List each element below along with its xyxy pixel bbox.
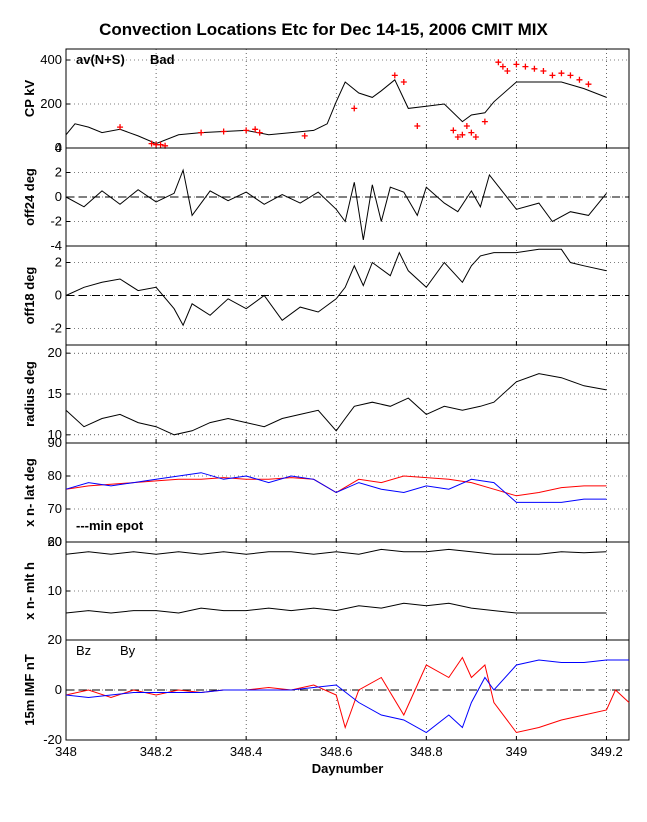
bad-point-marker	[576, 76, 583, 83]
x-tick-label: 348.6	[320, 744, 353, 759]
x-tick-label: 349	[506, 744, 528, 759]
y-tick-label: 20	[48, 534, 62, 549]
bad-point-marker	[252, 126, 259, 133]
bad-point-marker	[504, 68, 511, 74]
x-tick-label: 349.2	[590, 744, 623, 759]
bad-point-marker	[540, 68, 547, 74]
bad-point-marker	[256, 129, 263, 136]
legend-av-n-s: av(N+S)	[76, 52, 125, 67]
bad-point-marker	[531, 65, 538, 72]
y-axis-label: x n- mlt h	[22, 562, 37, 620]
bad-point-marker	[450, 127, 457, 134]
y-tick-label: 2	[55, 165, 62, 180]
y-tick-label: 10	[48, 427, 62, 442]
bad-point-marker	[522, 63, 529, 70]
y-tick-label: 20	[48, 345, 62, 360]
series-line	[65, 373, 607, 436]
bad-point-marker	[567, 72, 574, 79]
bad-point-marker	[472, 134, 479, 140]
series-line	[65, 79, 607, 145]
bad-point-marker	[301, 132, 308, 139]
y-axis-label: 15m IMF nT	[22, 654, 37, 726]
bad-point-marker	[495, 59, 502, 66]
x-tick-label: 348.4	[230, 744, 263, 759]
y-tick-label: 20	[48, 632, 62, 647]
bad-point-marker	[463, 123, 470, 129]
y-tick-label: -2	[50, 321, 62, 336]
series-line	[65, 659, 629, 734]
y-axis-label: off18 deg	[22, 267, 37, 325]
bad-point-marker	[481, 118, 488, 125]
series-line	[65, 656, 630, 734]
series-line	[65, 248, 607, 327]
bad-point-marker	[513, 61, 520, 68]
x-tick-label: 348	[55, 744, 77, 759]
bad-point-marker	[459, 131, 466, 138]
bad-point-marker	[454, 134, 461, 140]
bad-point-marker	[157, 141, 164, 148]
series-line	[65, 168, 607, 240]
bad-point-marker	[117, 124, 124, 131]
legend-by: By	[120, 643, 136, 658]
bad-point-marker	[148, 140, 155, 147]
bad-point-marker	[558, 70, 565, 77]
x-tick-label: 348.2	[140, 744, 173, 759]
y-tick-label: 0	[55, 140, 62, 155]
chart-title: Convection Locations Etc for Dec 14-15, …	[99, 20, 548, 39]
y-tick-label: 70	[48, 501, 62, 516]
bad-point-marker	[243, 127, 250, 134]
y-tick-label: -4	[50, 238, 62, 253]
y-tick-label: 0	[55, 288, 62, 303]
bad-point-marker	[220, 128, 227, 135]
bad-point-marker	[391, 72, 398, 79]
y-axis-label: radius deg	[22, 361, 37, 427]
y-axis-label: CP kV	[22, 80, 37, 118]
series-line	[65, 472, 607, 503]
y-tick-label: 200	[40, 96, 62, 111]
bad-point-marker	[198, 129, 205, 136]
bad-point-marker	[414, 123, 421, 129]
x-axis-label: Daynumber	[312, 761, 384, 776]
y-tick-label: 0	[55, 682, 62, 697]
bad-point-marker	[585, 81, 592, 88]
legend-min-epot: ---min epot	[76, 518, 144, 533]
y-tick-label: 4	[55, 140, 62, 155]
legend-bz: Bz	[76, 643, 91, 658]
bad-point-marker	[499, 63, 506, 70]
y-tick-label: 90	[48, 435, 62, 450]
y-tick-label: 2	[55, 255, 62, 270]
y-tick-label: 10	[48, 583, 62, 598]
y-tick-label: -2	[50, 214, 62, 229]
bad-point-marker	[549, 72, 556, 79]
series-line	[65, 548, 607, 555]
y-tick-label: 0	[55, 189, 62, 204]
series-line	[65, 602, 607, 614]
bad-point-marker	[351, 105, 358, 112]
bad-point-marker	[400, 79, 407, 85]
y-axis-label: off24 deg	[22, 168, 37, 226]
y-tick-label: 60	[48, 534, 62, 549]
y-axis-label: x n- lat deg	[22, 458, 37, 527]
bad-point-marker	[468, 129, 475, 136]
x-tick-label: 348.8	[410, 744, 443, 759]
panel-5-frame	[65, 442, 630, 543]
y-tick-label: -20	[43, 732, 62, 747]
y-tick-label: 80	[48, 468, 62, 483]
legend-bad: Bad	[150, 52, 175, 67]
y-tick-label: 15	[48, 386, 62, 401]
y-tick-label: 400	[40, 52, 62, 67]
